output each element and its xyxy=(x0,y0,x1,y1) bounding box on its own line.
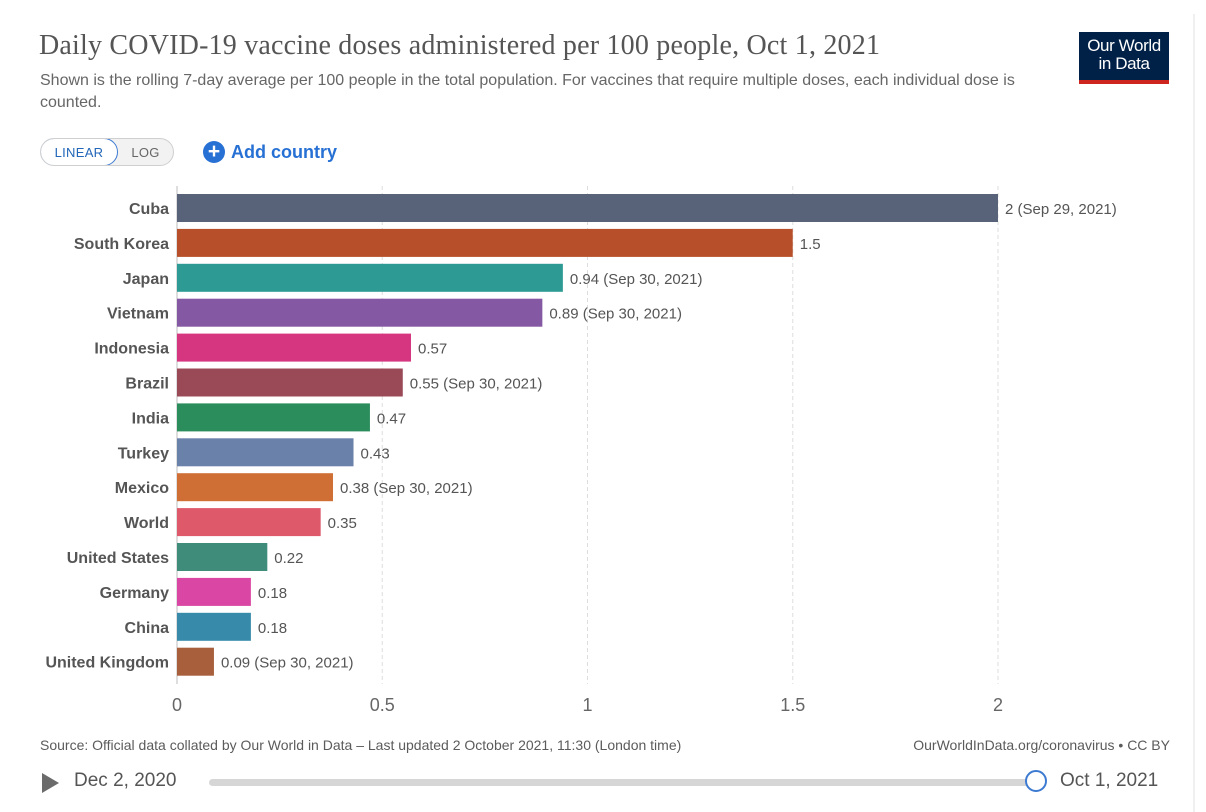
logo-line-1: Our World xyxy=(1087,36,1161,55)
chart-subtitle: Shown is the rolling 7-day average per 1… xyxy=(40,72,1015,111)
category-label[interactable]: United States xyxy=(67,550,169,567)
bar[interactable] xyxy=(177,228,793,257)
value-label: 0.35 xyxy=(328,515,357,532)
add-country-label: Add country xyxy=(231,141,337,162)
x-axis-ticks: 0 0.5 1 1.5 2 xyxy=(172,695,1003,715)
value-label: 0.47 xyxy=(377,410,406,427)
value-label: 0.18 xyxy=(258,620,287,637)
bar[interactable] xyxy=(177,647,214,676)
play-icon[interactable] xyxy=(42,773,59,793)
bar[interactable] xyxy=(177,473,333,502)
gridlines xyxy=(176,186,999,684)
bar[interactable] xyxy=(177,263,563,292)
value-label: 0.55 (Sep 30, 2021) xyxy=(410,376,543,393)
owid-logo[interactable]: Our World in Data xyxy=(1079,32,1169,84)
category-label[interactable]: Germany xyxy=(100,585,169,602)
timeline-end-date[interactable]: Oct 1, 2021 xyxy=(1060,770,1159,791)
log-scale-button[interactable]: LOG xyxy=(131,144,160,160)
bar[interactable] xyxy=(177,543,268,571)
timeline: Dec 2, 2020 Oct 1, 2021 xyxy=(0,764,1206,800)
source-note: Source: Official data collated by Our Wo… xyxy=(40,737,682,753)
value-label: 0.43 xyxy=(361,445,390,462)
category-label[interactable]: South Korea xyxy=(74,236,169,253)
linear-scale-button[interactable]: LINEAR xyxy=(41,139,118,165)
timeline-start-date[interactable]: Dec 2, 2020 xyxy=(74,770,177,791)
category-label[interactable]: Indonesia xyxy=(94,341,169,358)
category-label[interactable]: United Kingdom xyxy=(45,655,169,672)
x-tick-label: 1 xyxy=(582,695,592,715)
bar[interactable] xyxy=(177,612,251,641)
value-label: 1.5 xyxy=(800,236,821,253)
bar-chart: Cuba South Korea Japan Vietnam Indonesia Braz… xyxy=(45,186,1117,715)
bars xyxy=(177,194,998,676)
bar[interactable] xyxy=(177,298,543,327)
value-label: 0.89 (Sep 30, 2021) xyxy=(549,306,682,323)
timeline-handle[interactable] xyxy=(1025,770,1047,792)
value-labels: 2 (Sep 29, 2021) 1.5 0.94 (Sep 30, 2021) 0.… xyxy=(221,201,1117,672)
category-label[interactable]: Cuba xyxy=(129,201,169,218)
value-label: 0.38 (Sep 30, 2021) xyxy=(340,480,473,497)
bar[interactable] xyxy=(177,333,411,362)
bar[interactable] xyxy=(177,577,251,606)
value-label: 0.18 xyxy=(258,585,287,602)
category-label[interactable]: Mexico xyxy=(115,480,169,497)
add-country-button[interactable]: + Add country xyxy=(203,140,337,164)
value-label: 0.57 xyxy=(418,341,447,358)
category-label[interactable]: India xyxy=(132,410,169,427)
bar[interactable] xyxy=(177,368,403,397)
logo-line-2: in Data xyxy=(1098,54,1150,73)
category-label[interactable]: Japan xyxy=(123,271,169,288)
bar[interactable] xyxy=(177,508,321,537)
credit-link[interactable]: OurWorldInData.org/coronavirus • CC BY xyxy=(913,737,1170,753)
bar[interactable] xyxy=(177,194,998,222)
value-label: 0.94 (Sep 30, 2021) xyxy=(570,271,703,288)
category-label[interactable]: Brazil xyxy=(125,376,169,393)
plus-circle-icon: + xyxy=(203,141,225,163)
category-label[interactable]: China xyxy=(125,620,170,637)
category-labels: Cuba South Korea Japan Vietnam Indonesia Braz… xyxy=(45,201,169,672)
value-label: 0.09 (Sep 30, 2021) xyxy=(221,655,354,672)
chart-title: Daily COVID-19 vaccine doses administere… xyxy=(39,30,881,61)
scale-toggle: LINEAR LOG xyxy=(40,138,174,166)
category-label[interactable]: World xyxy=(124,515,169,532)
x-tick-label: 0.5 xyxy=(370,695,395,715)
page-divider xyxy=(1193,14,1195,812)
category-label[interactable]: Turkey xyxy=(118,445,169,462)
timeline-track[interactable] xyxy=(209,779,1039,786)
value-label: 0.22 xyxy=(274,550,303,567)
category-label[interactable]: Vietnam xyxy=(107,306,169,323)
bar[interactable] xyxy=(177,403,370,432)
bar[interactable] xyxy=(177,438,354,467)
x-tick-label: 2 xyxy=(993,695,1003,715)
x-tick-label: 0 xyxy=(172,695,182,715)
value-label: 2 (Sep 29, 2021) xyxy=(1005,201,1117,218)
x-tick-label: 1.5 xyxy=(780,695,805,715)
